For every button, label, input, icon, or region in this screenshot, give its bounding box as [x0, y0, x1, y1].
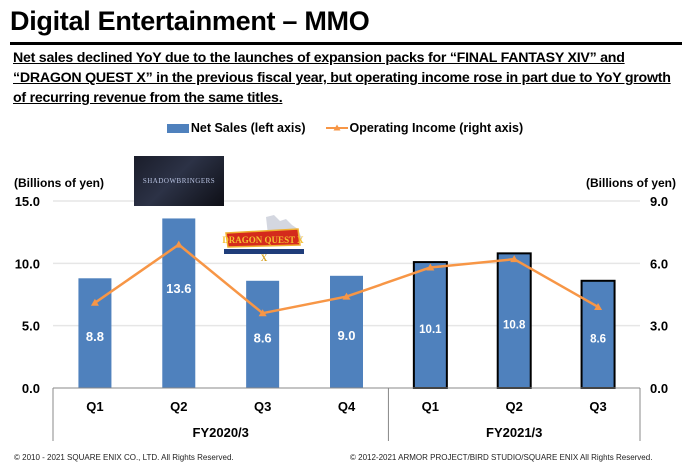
footer-copyright-left: © 2010 - 2021 SQUARE ENIX CO., LTD. All …: [14, 453, 234, 462]
line-marker-operating-income: [426, 263, 435, 271]
svg-text:X: X: [261, 253, 268, 263]
bar-data-label: 8.6: [590, 333, 606, 345]
left-axis-tick-label: 15.0: [15, 194, 40, 209]
right-axis-tick-label: 0.0: [650, 381, 668, 396]
line-marker-operating-income: [342, 292, 351, 300]
left-axis-tick-label: 5.0: [22, 319, 40, 334]
logo-text: SHADOWBRINGERS: [142, 177, 216, 185]
line-marker-operating-income: [594, 302, 603, 310]
right-axis-tick-label: 3.0: [650, 319, 668, 334]
category-tick-label: Q4: [338, 399, 356, 414]
category-tick-label: Q2: [170, 399, 187, 414]
chart-legend: Net Sales (left axis) Operating Income (…: [0, 121, 690, 135]
page-title: Digital Entertainment – MMO: [10, 6, 370, 36]
fiscal-year-group-label: FY2021/3: [486, 425, 542, 440]
left-axis-tick-label: 0.0: [22, 381, 40, 396]
title-divider: [10, 42, 682, 45]
bar-data-label: 10.8: [503, 320, 526, 332]
category-tick-label: Q1: [422, 399, 439, 414]
legend-swatch-bar: [166, 123, 189, 133]
bar-data-label: 8.6: [254, 330, 272, 345]
final-fantasy-xiv-shadowbringers-logo: SHADOWBRINGERS: [134, 156, 224, 206]
line-marker-operating-income: [174, 240, 183, 248]
category-tick-label: Q2: [506, 399, 523, 414]
legend-swatch-line: [325, 124, 348, 131]
bar-net-sales: [246, 280, 280, 388]
legend-item-operating-income: Operating Income (right axis): [325, 121, 524, 135]
line-marker-operating-income: [258, 309, 267, 317]
category-tick-label: Q1: [86, 399, 103, 414]
bar-data-label: 8.8: [86, 329, 104, 344]
line-marker-operating-income: [510, 255, 519, 263]
legend-item-net-sales: Net Sales (left axis): [166, 121, 306, 135]
dragon-quest-x-logo: DRAGON QUEST X X: [222, 215, 304, 263]
logo-text: DRAGON QUEST X: [222, 235, 304, 245]
right-axis-unit-label: (Billions of yen): [586, 176, 676, 190]
category-tick-label: Q3: [589, 399, 606, 414]
right-axis-tick-label: 9.0: [650, 194, 668, 209]
left-axis-unit-label: (Billions of yen): [14, 176, 104, 190]
category-tick-label: Q3: [254, 399, 271, 414]
line-marker-operating-income: [90, 298, 99, 306]
legend-label: Net Sales (left axis): [190, 121, 306, 135]
footer-copyright-right: © 2012-2021 ARMOR PROJECT/BIRD STUDIO/SQ…: [350, 453, 653, 462]
bar-data-label: 13.6: [166, 281, 191, 296]
right-axis-tick-label: 6.0: [650, 256, 668, 271]
legend-label: Operating Income (right axis): [349, 121, 524, 135]
page-subtitle: Net sales declined YoY due to the launch…: [13, 50, 671, 106]
fiscal-year-group-label: FY2020/3: [193, 425, 249, 440]
bar-data-label: 10.1: [419, 324, 442, 336]
left-axis-tick-label: 10.0: [15, 256, 40, 271]
bar-data-label: 9.0: [337, 328, 355, 343]
